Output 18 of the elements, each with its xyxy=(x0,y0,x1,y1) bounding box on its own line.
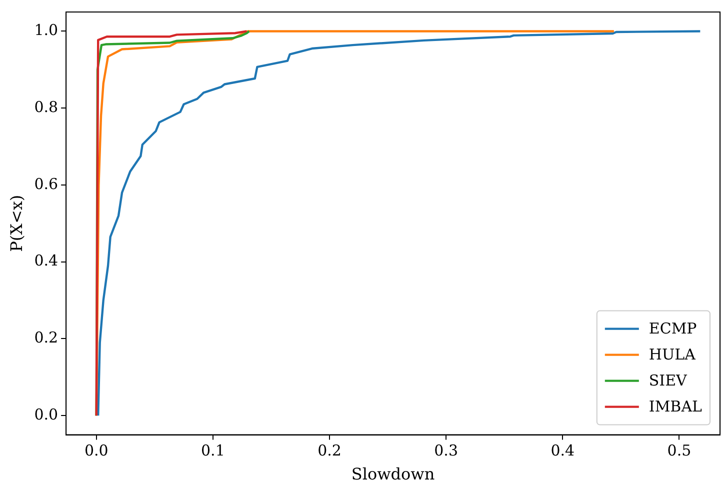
y-tick-label: 0.8 xyxy=(34,98,58,116)
legend-label: ECMP xyxy=(648,320,697,338)
x-tick-label: 0.0 xyxy=(84,442,108,460)
x-axis-title: Slowdown xyxy=(351,464,435,484)
y-tick-label: 0.2 xyxy=(34,328,58,347)
x-tick-label: 0.3 xyxy=(434,442,458,460)
x-tick-label: 0.1 xyxy=(201,442,225,460)
x-tick-label: 0.5 xyxy=(667,442,692,460)
legend-label: IMBAL xyxy=(648,398,702,416)
y-tick-label: 0.6 xyxy=(34,174,58,193)
y-tick-label: 0.0 xyxy=(34,405,58,424)
y-tick-label: 0.4 xyxy=(34,252,58,270)
y-axis-title: P(X<x) xyxy=(6,194,26,252)
y-tick-label: 1.0 xyxy=(34,21,58,40)
x-tick-label: 0.4 xyxy=(550,442,575,460)
legend-label: HULA xyxy=(648,346,696,364)
legend-label: SIEV xyxy=(648,372,688,390)
x-tick-label: 0.2 xyxy=(318,442,342,460)
